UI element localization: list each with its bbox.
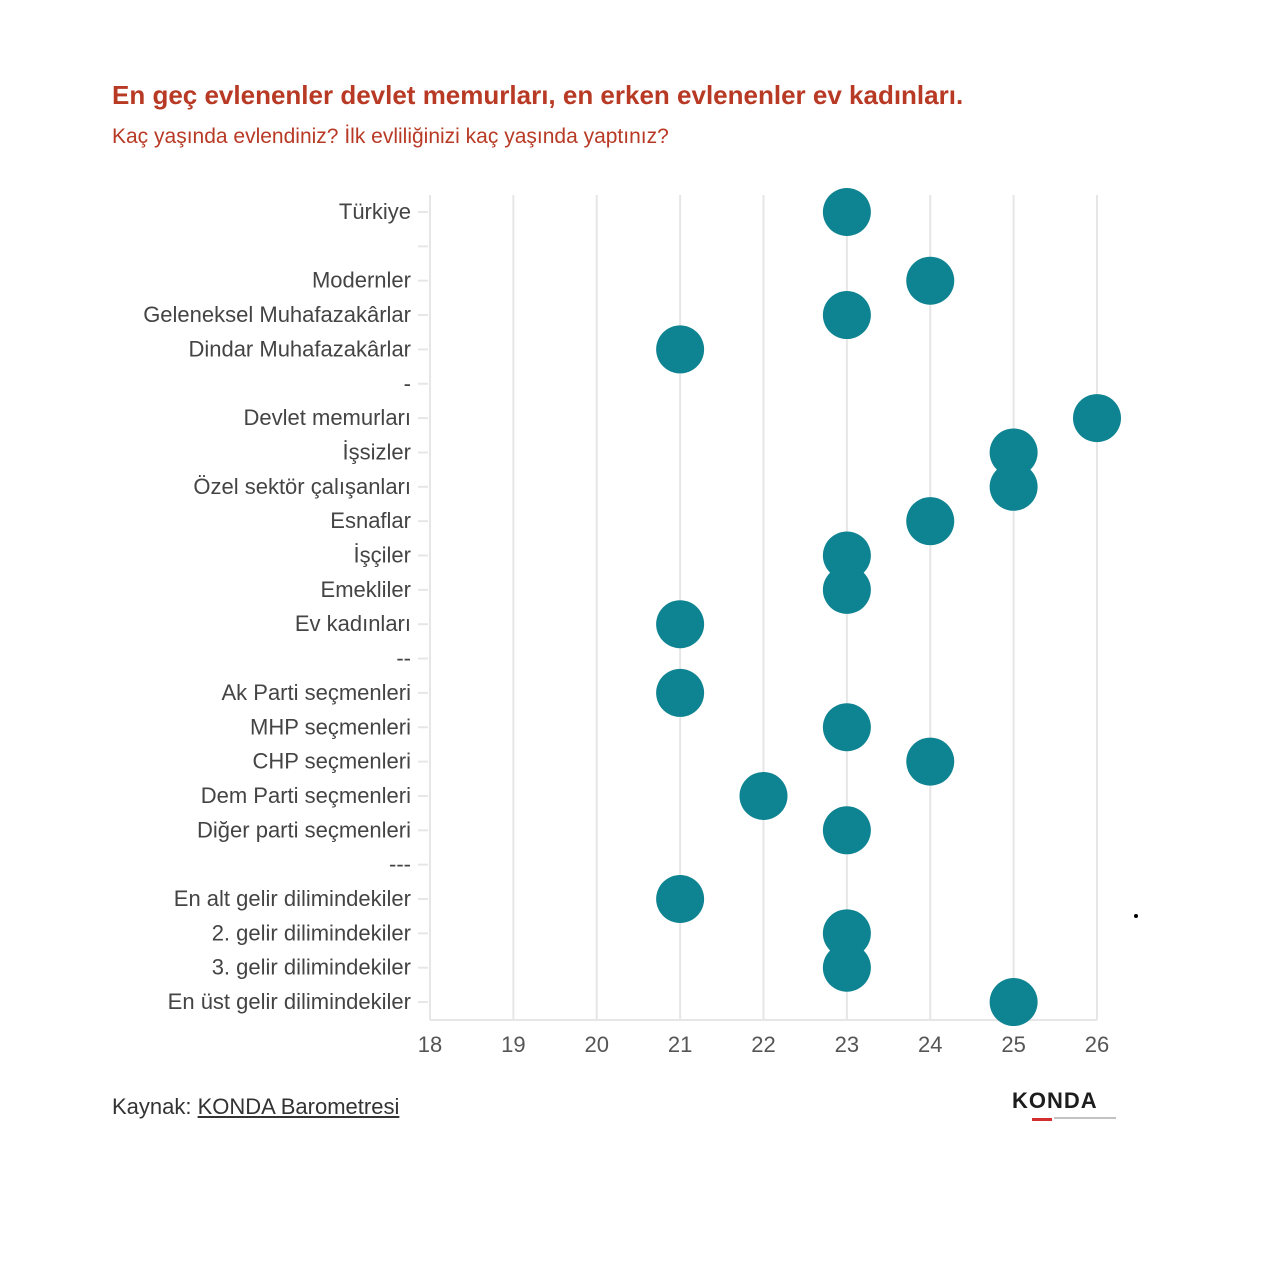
dot-plot: 18 19 20 21 22 23 24 25 26 Türkiye Türkiye: 23 Mode… [143,188,1121,1057]
category-label: Emekliler [321,577,411,602]
logo-text: KONDA [1012,1088,1098,1113]
category-label: Özel sektör çalışanları [193,474,411,499]
category-label: Esnaflar [330,508,411,533]
source-note: Kaynak: KONDA Barometresi [112,1094,399,1120]
category-label: Ev kadınları [295,611,411,636]
category-label: --- [389,852,411,877]
category-label: Dem Parti seçmenleri [201,783,411,808]
data-point: Ak Parti seçmenleri: 21 [656,668,705,717]
data-point: İşçiler: 23 [822,531,871,580]
data-point: Dindar Muhafazakârlar: 21 [656,325,705,374]
data-point: Dem Parti seçmenleri: 22 [739,771,788,820]
category-label: İşçiler [354,543,411,568]
data-point: Esnaflar: 24 [906,497,955,546]
data-point: En alt gelir dilimindekiler: 21 [656,875,705,923]
x-tick-label-23: 23 [835,1032,859,1057]
x-tick-label-19: 19 [501,1032,525,1057]
data-point: Diğer parti seçmenleri: 23 [822,806,871,855]
data-point: Emekliler: 23 [822,565,871,614]
category-label: Ak Parti seçmenleri [221,680,411,705]
category-label: Modernler [312,268,411,293]
category-label: 3. gelir dilimindekiler [212,955,411,980]
category-label: CHP seçmenleri [252,749,411,774]
data-point: Geleneksel Muhafazakârlar: 23 [822,291,871,340]
category-label: Geleneksel Muhafazakârlar [143,302,411,327]
data-point: CHP seçmenleri: 24 [906,737,955,786]
x-tick-label-22: 22 [751,1032,775,1057]
stray-dot [1134,914,1138,918]
konda-logo: KONDA [1012,1088,1118,1124]
x-tick-label-18: 18 [418,1032,442,1057]
category-label: En üst gelir dilimindekiler [168,989,411,1014]
data-point: Modernler: 24 [906,256,955,305]
source-link[interactable]: KONDA Barometresi [197,1094,400,1119]
category-label: En alt gelir dilimindekiler [174,886,411,911]
category-label: -- [396,646,411,671]
x-tick-label-25: 25 [1001,1032,1025,1057]
category-label: Dindar Muhafazakârlar [188,336,411,361]
category-label: İşsizler [343,439,411,464]
data-point: Ev kadınları: 21 [656,600,705,649]
category-label: 2. gelir dilimindekiler [212,920,411,945]
category-label: Diğer parti seçmenleri [197,817,411,842]
data-point: Türkiye: 23 [822,188,871,236]
logo-accent-bar [1032,1118,1052,1121]
source-label: Kaynak: [112,1094,198,1119]
data-point: 2. gelir dilimindekiler: 23 [822,909,871,958]
x-tick-label-26: 26 [1085,1032,1109,1057]
logo-tagline [1054,1117,1116,1119]
data-point: MHP seçmenleri: 23 [822,703,871,752]
data-point: Devlet memurları: 26 [1073,394,1121,443]
data-point: İşsizler: 25 [989,428,1038,477]
x-tick-label-20: 20 [585,1032,609,1057]
category-label: Türkiye [339,199,411,224]
chart-title: En geç evlenenler devlet memurları, en e… [112,80,964,110]
data-point: En üst gelir dilimindekiler: 25 [989,978,1038,1027]
category-label: - [404,371,411,396]
x-tick-label-24: 24 [918,1032,942,1057]
data-point: Özel sektör çalışanları: 25 [989,462,1038,511]
data-point: 3. gelir dilimindekiler: 23 [822,943,871,992]
chart-subtitle: Kaç yaşında evlendiniz? İlk evliliğinizi… [112,125,669,148]
category-label: Devlet memurları [244,405,411,430]
category-label: MHP seçmenleri [250,714,411,739]
x-tick-label-21: 21 [668,1032,692,1057]
